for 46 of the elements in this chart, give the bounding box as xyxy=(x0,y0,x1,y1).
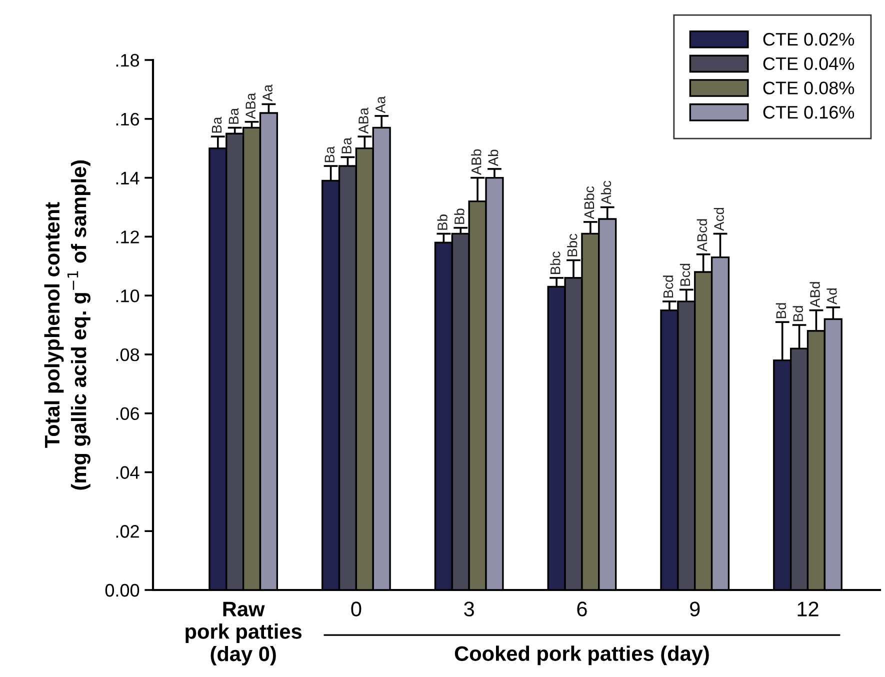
data-label: Aa xyxy=(376,96,386,114)
legend-label: CTE 0.16% xyxy=(763,106,854,119)
data-label: Bcd xyxy=(680,264,690,286)
x-tick-label: 6 xyxy=(577,602,587,616)
data-label: Bb xyxy=(454,208,464,224)
data-label: Ab xyxy=(488,150,498,166)
data-label: ABb xyxy=(471,149,482,175)
data-label: Ba xyxy=(324,146,335,162)
data-label: Abc xyxy=(600,180,612,204)
data-label: ABa xyxy=(246,92,256,120)
legend-label: CTE 0.02% xyxy=(763,32,854,46)
data-label: ABbc xyxy=(584,186,594,220)
y-tick-label: .16 xyxy=(116,112,140,126)
y-tick-label: 0.00 xyxy=(105,584,140,597)
data-label: Ba xyxy=(228,108,239,124)
x-axis-title: Cooked pork patties (day) xyxy=(454,646,709,666)
data-label: ABa xyxy=(358,108,368,134)
y-tick-label: .10 xyxy=(116,289,140,302)
y-tick-label: .12 xyxy=(116,230,139,244)
y-tick-label: .18 xyxy=(116,54,140,67)
data-label: ABcd xyxy=(696,219,708,252)
y-tick-label: .06 xyxy=(116,407,140,420)
data-label: ABd xyxy=(810,282,820,308)
x-tick-label: Raw pork patties (day 0) xyxy=(186,602,302,666)
data-label: Bbc xyxy=(567,234,578,256)
x-tick-label: 9 xyxy=(690,602,700,616)
y-tick-label: .04 xyxy=(116,466,140,479)
legend-label: CTE 0.08% xyxy=(763,82,854,94)
x-tick-label: 12 xyxy=(798,602,818,616)
data-label: Ba xyxy=(342,137,352,154)
data-label: Acd xyxy=(714,208,724,231)
data-label: Ba xyxy=(212,116,222,133)
y-tick-label: .08 xyxy=(116,348,140,362)
x-tick-label: 3 xyxy=(464,602,474,616)
legend-label: CTE 0.04% xyxy=(763,57,854,70)
data-label: Aa xyxy=(262,84,272,102)
y-tick-label: .02 xyxy=(116,525,139,538)
data-label: Bcd xyxy=(662,276,674,298)
x-tick-label: 0 xyxy=(351,602,362,616)
data-label: Bd xyxy=(776,303,786,318)
data-label: Bd xyxy=(792,306,804,322)
data-label: Bbc xyxy=(550,252,560,274)
data-label: Bb xyxy=(437,214,448,230)
y-axis-title: Total polyphenol content (mg gallic acid eq. g$^{−1}$ of sample) xyxy=(44,160,90,490)
y-tick-label: .14 xyxy=(116,172,140,184)
data-label: Ad xyxy=(826,288,837,305)
